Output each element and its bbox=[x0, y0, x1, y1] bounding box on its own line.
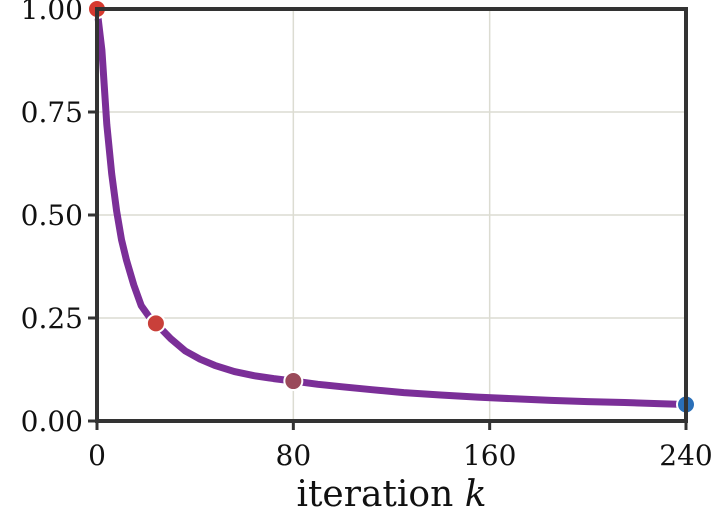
x-axis-label-text: iteration bbox=[296, 474, 453, 515]
y-tick-label: 0.25 bbox=[21, 302, 83, 335]
markers bbox=[87, 0, 696, 415]
y-tick-label: 0.75 bbox=[21, 96, 83, 129]
series-line bbox=[93, 5, 690, 408]
data-point bbox=[283, 371, 304, 392]
plot-frame bbox=[95, 7, 688, 423]
y-tick-label: 0.50 bbox=[21, 199, 83, 232]
y-tick-label: 1.00 bbox=[21, 0, 83, 26]
x-axis-label-variable: k bbox=[465, 474, 487, 515]
x-tick-label: 240 bbox=[659, 439, 712, 472]
x-tick-label: 160 bbox=[463, 439, 516, 472]
plot-area bbox=[93, 5, 690, 408]
x-tick-label: 0 bbox=[88, 439, 106, 472]
x-tick-label: 80 bbox=[276, 439, 312, 472]
x-axis-label: iteration k bbox=[296, 474, 486, 515]
y-tick-label: 0.00 bbox=[21, 405, 83, 438]
ticks: 0 80 160 240 0.00 0.25 0.50 0.75 1.00 bbox=[21, 0, 713, 472]
data-point bbox=[145, 313, 166, 334]
grid bbox=[96, 8, 687, 422]
